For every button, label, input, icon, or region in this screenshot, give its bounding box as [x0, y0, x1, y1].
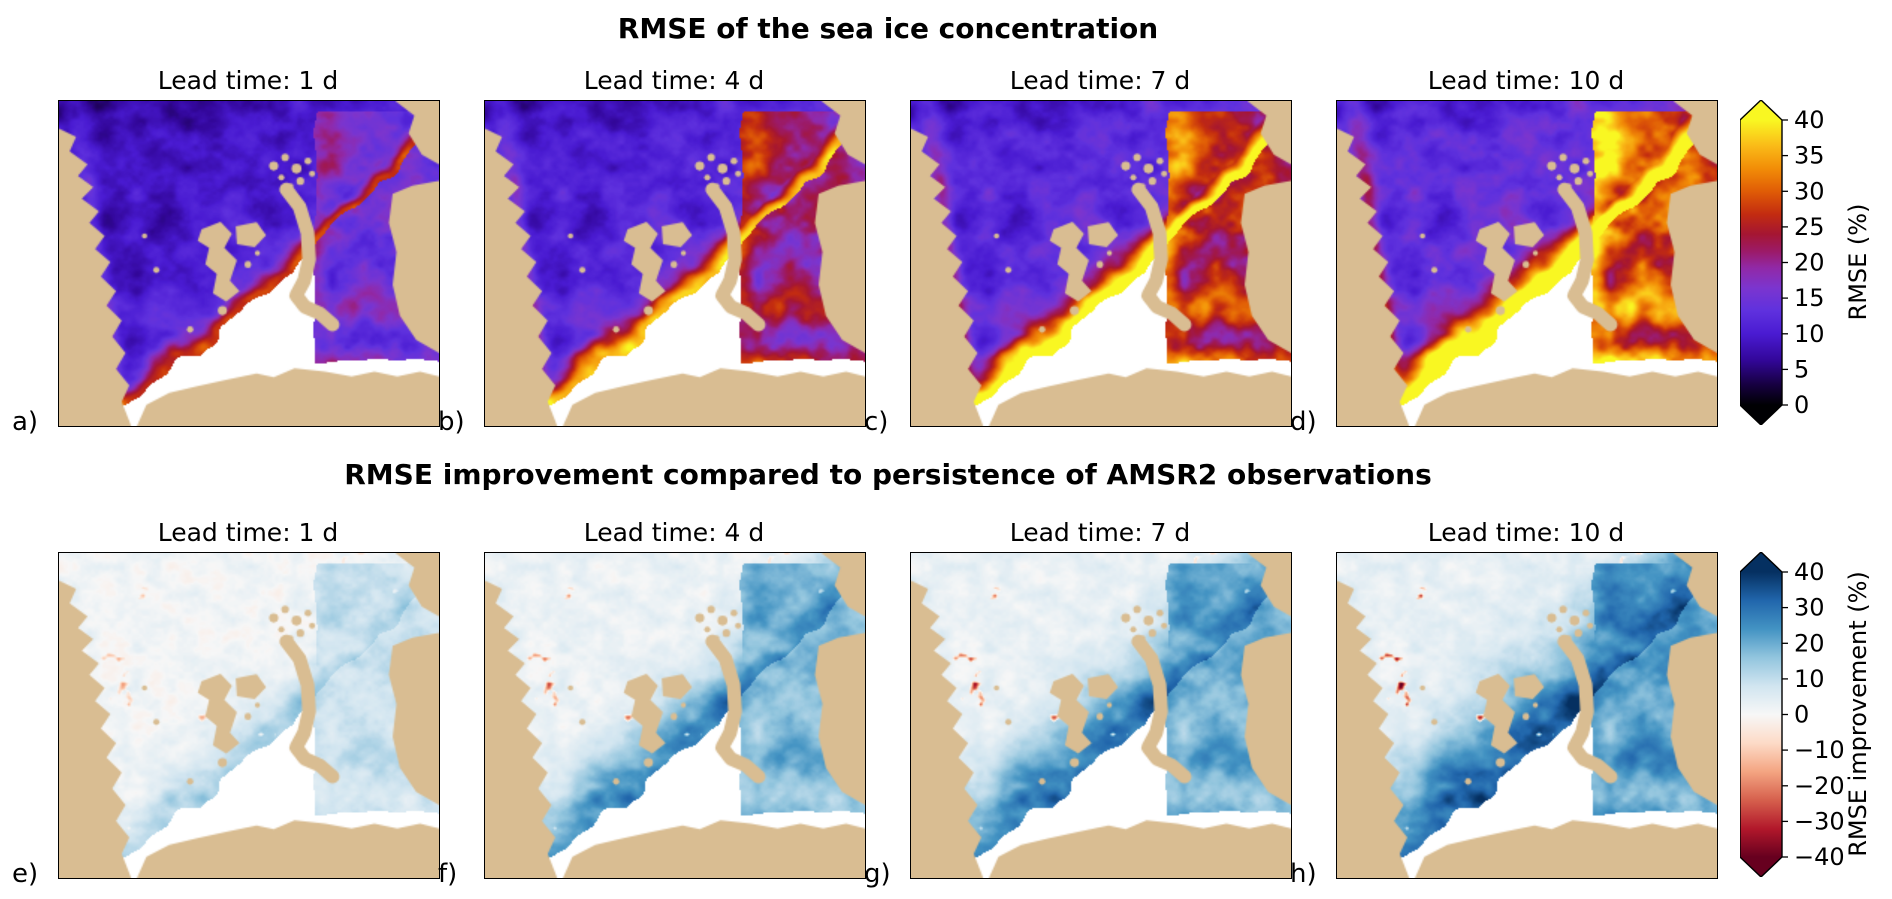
map-canvas-d — [1336, 100, 1718, 427]
colorbar-tick-label: 30 — [1794, 594, 1825, 622]
map-canvas-h — [1336, 552, 1718, 879]
colorbar-tick-label: 10 — [1794, 320, 1825, 348]
panel-c: Lead time: 7 d c) — [864, 66, 1292, 437]
colorbar-improvement-axis-label: RMSE improvement (%) — [1844, 571, 1872, 857]
colorbar-tick-label: 20 — [1794, 249, 1825, 277]
colorbar-tick-label: 40 — [1794, 558, 1825, 586]
panel-g: Lead time: 7 d g) — [864, 518, 1292, 889]
map-canvas-c — [910, 100, 1292, 427]
colorbar-rmse-axis-label: RMSE (%) — [1844, 203, 1872, 321]
colorbar-extend-bottom-arrow — [1740, 857, 1782, 877]
colorbar-tick-label: 20 — [1794, 629, 1825, 657]
panel-b: Lead time: 4 d b) — [438, 66, 866, 437]
panel-b-title: Lead time: 4 d — [583, 66, 765, 95]
colorbar-tick-label: −40 — [1794, 843, 1845, 871]
panel-f: Lead time: 4 d f) — [438, 518, 866, 889]
colorbar-rmse-svg: 40 35 30 25 20 15 10 5 0 — [1739, 99, 1825, 426]
colorbar-tick-label: −10 — [1794, 736, 1845, 764]
panel-letter-d: d) — [1290, 407, 1317, 437]
colorbar-tick-label: 10 — [1794, 665, 1825, 693]
colorbar-tick-label: 35 — [1794, 142, 1825, 170]
panel-g-title: Lead time: 7 d — [1009, 518, 1191, 547]
row2-title: RMSE improvement compared to persistence… — [344, 458, 1432, 491]
colorbar-improvement: 40 30 20 10 0 −10 −20 −30 −40 — [1739, 551, 1892, 878]
colorbar-tick-label: 0 — [1794, 701, 1809, 729]
panel-f-title: Lead time: 4 d — [583, 518, 765, 547]
colorbar-tick-label: 30 — [1794, 177, 1825, 205]
colorbar-extend-top-arrow — [1740, 552, 1782, 572]
colorbar-tick-label: 15 — [1794, 284, 1825, 312]
panel-letter-g: g) — [864, 859, 891, 889]
colorbar-tick-label: −30 — [1794, 807, 1845, 835]
panel-letter-c: c) — [864, 407, 889, 437]
panel-h-title: Lead time: 10 d — [1427, 518, 1625, 547]
map-canvas-a — [58, 100, 440, 427]
colorbar-tick-label: 5 — [1794, 355, 1809, 383]
panel-letter-a: a) — [12, 407, 39, 437]
map-canvas-f — [484, 552, 866, 879]
panel-letter-f: f) — [438, 859, 458, 889]
map-canvas-e — [58, 552, 440, 879]
panel-d: Lead time: 10 d d) — [1290, 66, 1718, 437]
colorbar-improvement-svg: 40 30 20 10 0 −10 −20 −30 −40 — [1739, 551, 1845, 878]
panel-letter-h: h) — [1290, 859, 1317, 889]
colorbar-rmse: 40 35 30 25 20 15 10 5 0 — [1739, 99, 1892, 426]
colorbar-tick-label: 25 — [1794, 213, 1825, 241]
colorbar-extend-bottom-arrow — [1740, 405, 1782, 425]
panel-letter-e: e) — [12, 859, 39, 889]
colorbar-gradient-bar — [1740, 572, 1782, 857]
colorbar-tick-label: 0 — [1794, 391, 1809, 419]
colorbar-gradient-bar — [1740, 120, 1782, 405]
panel-c-title: Lead time: 7 d — [1009, 66, 1191, 95]
colorbar-extend-top-arrow — [1740, 100, 1782, 120]
panel-d-title: Lead time: 10 d — [1427, 66, 1625, 95]
panel-e-title: Lead time: 1 d — [157, 518, 339, 547]
map-canvas-g — [910, 552, 1292, 879]
panel-a-title: Lead time: 1 d — [157, 66, 339, 95]
panel-e: Lead time: 1 d e) — [12, 518, 440, 889]
map-canvas-b — [484, 100, 866, 427]
panel-letter-b: b) — [438, 407, 465, 437]
panel-h: Lead time: 10 d h) — [1290, 518, 1718, 889]
panel-a: Lead time: 1 d a) — [12, 66, 440, 437]
row1-title: RMSE of the sea ice concentration — [617, 12, 1159, 45]
colorbar-tick-label: 40 — [1794, 106, 1825, 134]
colorbar-tick-label: −20 — [1794, 772, 1845, 800]
